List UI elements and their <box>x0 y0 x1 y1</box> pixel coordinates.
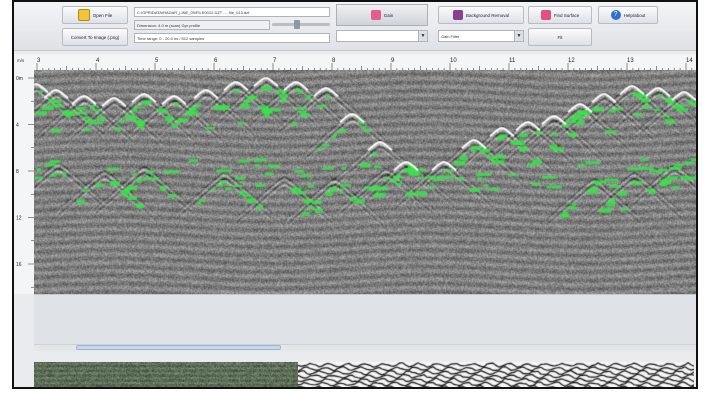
apply-button[interactable]: Fit <box>528 28 592 46</box>
convert-image-button[interactable]: Convert To Image (.png) <box>62 28 128 46</box>
y-tick-label: 12 <box>16 216 22 222</box>
x-tick-label: 5 <box>155 58 159 64</box>
filtered-data-preview <box>298 362 694 387</box>
x-tick-label: 3 <box>37 58 41 64</box>
y-tick-label: 0m <box>16 76 23 82</box>
time-range-field: Time range: 0 - 20.0 ns / 512 samples <box>134 33 330 43</box>
toolbar: Open File Convert To Image (.png) C:\GPR… <box>14 2 696 51</box>
gain-slider[interactable] <box>272 20 330 29</box>
chevron-down-icon: ▼ <box>418 31 427 41</box>
help-icon: ? <box>610 10 621 20</box>
dimension-info-field: Dimension: 4.0 m (scan) Gpr profile <box>134 20 270 30</box>
x-tick-label: 11 <box>509 58 516 64</box>
apply-label: Fit <box>557 34 563 40</box>
gain-button[interactable]: Gain <box>336 4 428 26</box>
radargram-view[interactable] <box>34 70 696 294</box>
filter-select[interactable]: Gain Filter ▼ <box>438 30 524 42</box>
horizontal-scrollbar[interactable] <box>34 344 696 351</box>
find-surface-button[interactable]: Find Surface <box>528 6 592 24</box>
help-label: Help/about <box>623 12 646 18</box>
background-removal-icon <box>452 10 463 20</box>
background-removal-label: Background Removal <box>465 12 510 18</box>
find-surface-icon <box>540 10 551 20</box>
ruler-unit-label: m/s <box>17 58 25 63</box>
y-tick-label: 4 <box>16 123 19 129</box>
x-tick-label: 14 <box>686 58 693 64</box>
app-window: Open File Convert To Image (.png) C:\GPR… <box>12 0 698 389</box>
gain-select[interactable]: ▼ <box>336 30 428 42</box>
x-tick-label: 13 <box>627 58 634 64</box>
raw-data-preview <box>34 362 298 387</box>
folder-icon <box>77 9 90 21</box>
gain-icon <box>370 10 381 20</box>
find-surface-label: Find Surface <box>553 12 580 18</box>
chevron-down-icon: ▼ <box>514 31 523 41</box>
y-tick-label: 8 <box>16 169 19 175</box>
x-tick-label: 8 <box>332 58 336 64</box>
help-button[interactable]: ? Help/about <box>598 6 658 24</box>
open-file-button[interactable]: Open File <box>62 6 128 24</box>
gain-label: Gain <box>383 12 394 18</box>
y-ruler <box>14 70 34 294</box>
background-removal-button[interactable]: Background Removal <box>438 6 524 24</box>
profile-empty-area <box>34 294 696 347</box>
open-file-label: Open File <box>92 12 113 18</box>
convert-label: Convert To Image (.png) <box>70 34 120 40</box>
x-ruler <box>14 54 696 70</box>
filter-select-value: Gain Filter <box>441 34 460 39</box>
x-tick-label: 12 <box>568 58 575 64</box>
x-tick-label: 7 <box>273 58 277 64</box>
file-path-field[interactable]: C:\GPR\DATA\RADAR_LINE_09\FILE0012.DZT .… <box>134 7 330 17</box>
x-tick-label: 9 <box>391 58 395 64</box>
x-tick-label: 6 <box>214 58 218 64</box>
scrollbar-thumb[interactable] <box>76 345 281 350</box>
y-tick-label: 16 <box>16 262 22 268</box>
x-tick-label: 4 <box>96 58 100 64</box>
ruler-axes: m/s345678910111213140m48121620 <box>14 54 696 294</box>
x-tick-label: 10 <box>450 58 457 64</box>
slider-handle[interactable] <box>294 20 300 29</box>
